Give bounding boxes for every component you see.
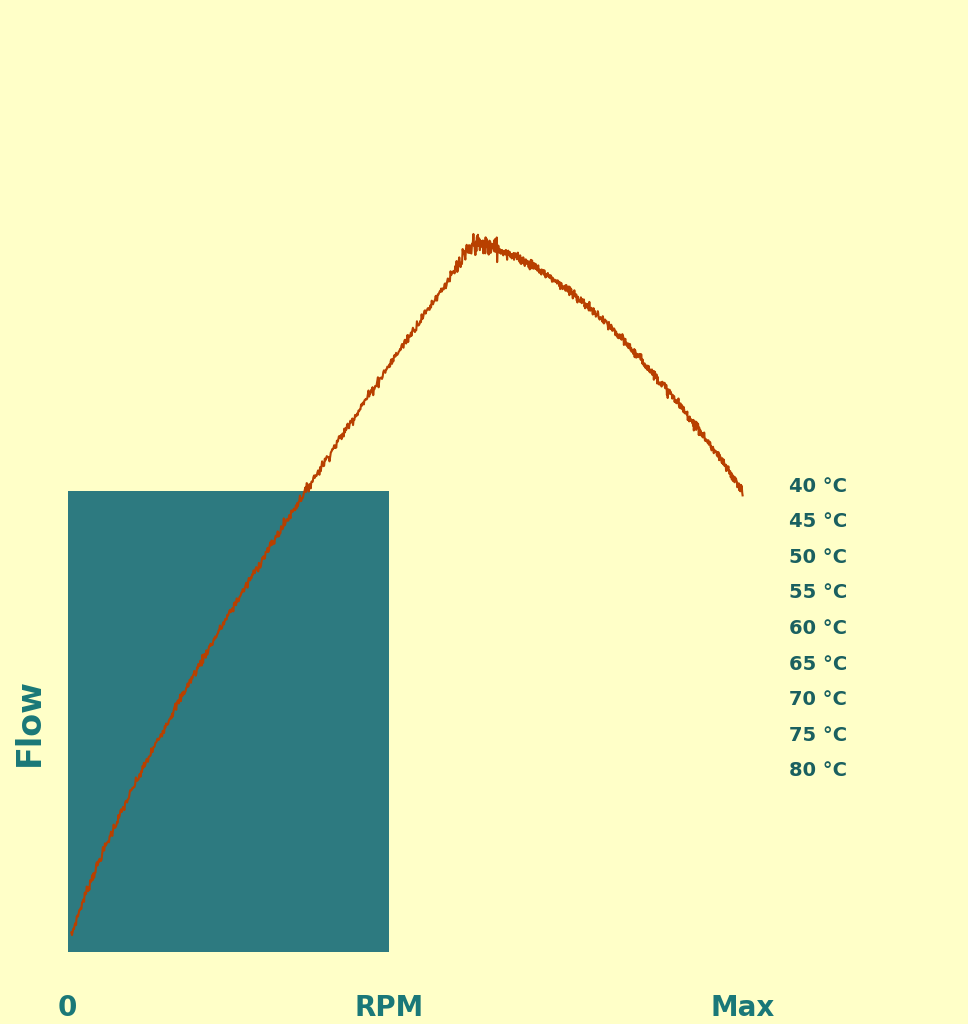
Text: 70 °C: 70 °C	[789, 690, 847, 709]
Text: 55 °C: 55 °C	[789, 584, 847, 602]
Text: 80 °C: 80 °C	[789, 761, 847, 780]
Bar	[68, 492, 389, 952]
Text: 0: 0	[58, 994, 77, 1022]
Text: 75 °C: 75 °C	[789, 726, 847, 744]
Text: 65 °C: 65 °C	[789, 654, 847, 674]
Text: Flow: Flow	[13, 678, 45, 766]
Text: 60 °C: 60 °C	[789, 618, 847, 638]
Text: 50 °C: 50 °C	[789, 548, 847, 567]
Text: 40 °C: 40 °C	[789, 477, 847, 496]
Text: Max: Max	[711, 994, 774, 1022]
Text: RPM: RPM	[354, 994, 424, 1022]
Text: 45 °C: 45 °C	[789, 512, 847, 531]
